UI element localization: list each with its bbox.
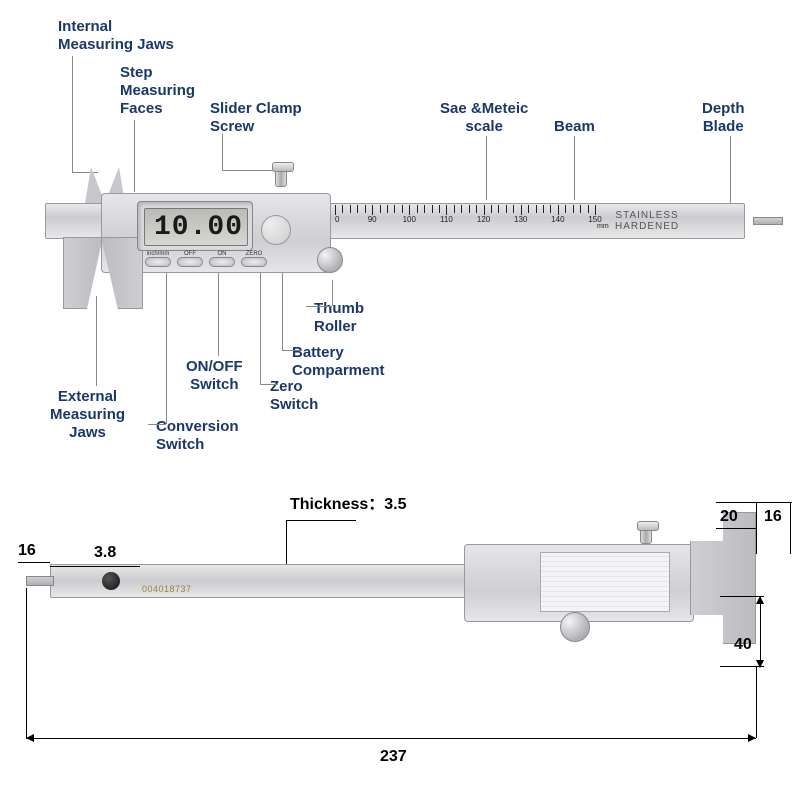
dim-line-left-16 xyxy=(18,562,50,563)
thumb-roller xyxy=(317,247,343,273)
label-onoff: ON/OFF Switch xyxy=(186,358,243,394)
jaws-back xyxy=(690,512,756,644)
button-on xyxy=(209,257,235,267)
dim-line-3-8 xyxy=(50,566,140,567)
caliper-bottom-view: 004018737 xyxy=(50,540,750,690)
scale-ticks: 8090100110120130140150 xyxy=(335,205,655,237)
stainless-text: STAINLESSHARDENED xyxy=(615,210,679,232)
arr-237-l xyxy=(26,734,34,742)
btn-label-on: ON xyxy=(209,251,235,257)
clamp-screw xyxy=(275,167,287,187)
label-external-jaws: External Measuring Jaws xyxy=(50,388,125,442)
label-depth-blade: Depth Blade xyxy=(702,100,745,136)
button-zero xyxy=(241,257,267,267)
serial-number: 004018737 xyxy=(142,584,192,594)
dim-line-237-h xyxy=(26,738,756,739)
dim-3-8: 3.8 xyxy=(94,544,116,562)
arr-237-r xyxy=(748,734,756,742)
depth-blade xyxy=(753,217,783,225)
label-conversion: Conversion Switch xyxy=(156,418,239,454)
dim-40: 40 xyxy=(734,636,752,654)
dim-line-r16top xyxy=(716,502,792,503)
btn-label-inch-mm: inch/mm xyxy=(143,251,173,257)
dim-line-40v xyxy=(760,596,761,666)
button-inch-mm xyxy=(145,257,171,267)
dim-line-237-r xyxy=(756,666,757,738)
label-battery: Battery Comparment xyxy=(292,344,385,380)
lcd-display: 10.00 xyxy=(144,208,248,246)
label-step-faces: Step Measuring Faces xyxy=(120,64,195,118)
battery-compartment xyxy=(261,215,291,245)
depth-blade-back xyxy=(26,576,54,586)
btn-label-off: OFF xyxy=(177,251,203,257)
thickness-label: Thickness：3.5 xyxy=(290,490,407,514)
dim-20: 20 xyxy=(720,508,738,526)
arr-40-up xyxy=(756,596,764,604)
battery-hole xyxy=(102,572,120,590)
dim-left-16: 16 xyxy=(18,542,36,560)
external-jaw-fixed xyxy=(63,237,103,309)
label-internal-jaws: Internal Measuring Jaws xyxy=(58,18,174,54)
label-beam: Beam xyxy=(554,118,595,136)
clamp-screw-back xyxy=(640,526,652,544)
mm-label: mm xyxy=(597,223,609,230)
dim-line-40h2 xyxy=(720,666,764,667)
caliper-top-view: 10.00 inch/mm OFF ON ZERO 80901001101201… xyxy=(45,175,765,285)
button-off xyxy=(177,257,203,267)
lcd-frame: 10.00 xyxy=(137,201,253,251)
thumb-roller-back xyxy=(560,612,590,642)
dim-line-237-l xyxy=(26,588,27,738)
btn-label-zero: ZERO xyxy=(241,251,267,257)
label-sae-metric: Sae &Meteic scale xyxy=(440,100,528,136)
dim-line-40h1 xyxy=(720,596,764,597)
conversion-chart-panel xyxy=(540,552,670,612)
dim-line-20 xyxy=(716,528,756,529)
dim-line-r-v1 xyxy=(756,502,757,554)
label-slider-clamp: Slider Clamp Screw xyxy=(210,100,302,136)
dim-237: 237 xyxy=(380,748,407,766)
dim-line-r-v2 xyxy=(790,502,791,554)
dim-right-16: 16 xyxy=(764,508,782,526)
